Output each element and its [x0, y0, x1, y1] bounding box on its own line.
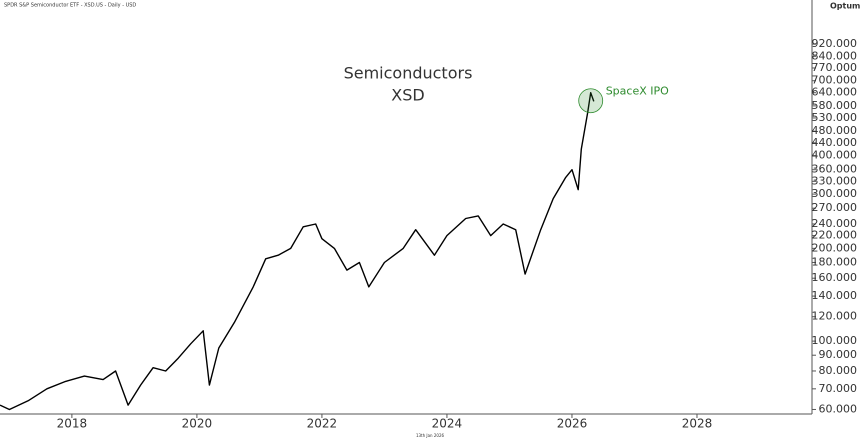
y-tick-label: 920.000: [812, 37, 858, 50]
y-tick-label: 120.000: [812, 310, 858, 323]
y-tick-label: 770.000: [812, 61, 858, 74]
y-tick-label: 440.000: [812, 136, 858, 149]
annotation-circle: [578, 88, 604, 114]
x-tick-label: 2018: [57, 417, 88, 431]
y-tick-label: 100.000: [812, 334, 858, 347]
y-tick-label: 530.000: [812, 111, 858, 124]
y-tick-label: 480.000: [812, 124, 858, 137]
y-tick-label: 700.000: [812, 74, 858, 87]
y-tick-label: 160.000: [812, 271, 858, 284]
y-tick-label: 400.000: [812, 149, 858, 162]
footer-date: 13th Jan 2026: [416, 433, 445, 438]
y-tick-label: 270.000: [812, 201, 858, 214]
chart-header: SPDR S&P Semiconductor ETF - XSD.US - Da…: [4, 3, 136, 9]
y-tick-label: 240.000: [812, 217, 858, 230]
y-tick-label: 140.000: [812, 289, 858, 302]
x-tick-label: 2026: [557, 417, 588, 431]
x-tick-label: 2020: [182, 417, 213, 431]
y-tick-label: 580.000: [812, 99, 858, 112]
x-tick-label: 2022: [307, 417, 338, 431]
y-tick-label: 840.000: [812, 49, 858, 62]
y-tick-label: 70.000: [819, 382, 858, 395]
y-tick-label: 180.000: [812, 255, 858, 268]
brand: Optuma: [830, 2, 860, 11]
chart-title: Semiconductors: [344, 64, 473, 83]
y-tick-label: 640.000: [812, 86, 858, 99]
x-tick-label: 2024: [432, 417, 463, 431]
y-tick-label: 220.000: [812, 229, 858, 242]
price-line: [0, 92, 595, 411]
y-tick-label: 200.000: [812, 241, 858, 254]
x-tick-label: 2028: [682, 417, 713, 431]
chart-subtitle: XSD: [391, 86, 424, 105]
y-tick-label: 360.000: [812, 163, 858, 176]
y-tick-label: 90.000: [819, 348, 858, 361]
y-tick-label: 80.000: [819, 364, 858, 377]
y-tick-label: 330.000: [812, 174, 858, 187]
annotation-label: SpaceX IPO: [606, 85, 669, 98]
y-tick-label: 300.000: [812, 187, 858, 200]
y-tick-label: 60.000: [819, 402, 858, 415]
